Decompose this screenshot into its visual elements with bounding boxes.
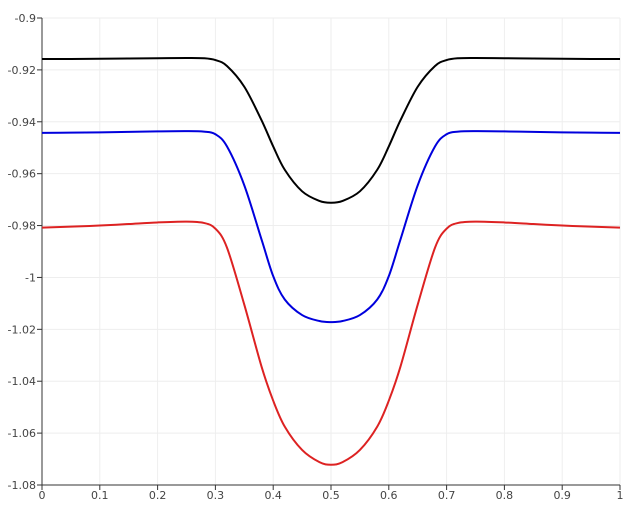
- y-tick-label: -0.92: [8, 64, 36, 77]
- y-tick-label: -0.94: [8, 116, 36, 129]
- x-tick-label: 0.6: [380, 489, 398, 502]
- series-line-2: [41, 130, 621, 324]
- y-tick-label: -1.06: [8, 427, 36, 440]
- x-tick-label: 0.5: [322, 489, 340, 502]
- y-tick-label: -0.98: [8, 220, 36, 233]
- y-tick-label: -1: [25, 271, 36, 284]
- x-tick-label: 0.1: [91, 489, 109, 502]
- x-tick-label: 1: [617, 489, 624, 502]
- series-line-1: [41, 56, 621, 204]
- series-group: [41, 56, 621, 466]
- y-tick-label: -1.02: [8, 323, 36, 336]
- x-tick-label: 0.2: [149, 489, 167, 502]
- x-tick-label: 0.8: [496, 489, 514, 502]
- series-line-3: [41, 220, 621, 466]
- y-tick-label: -1.04: [8, 375, 36, 388]
- x-tick-label: 0.4: [264, 489, 282, 502]
- axes: [37, 17, 621, 490]
- x-tick-label: 0: [39, 489, 46, 502]
- x-tick-label: 0.9: [553, 489, 571, 502]
- y-tick-label: -0.9: [15, 12, 36, 25]
- y-tick-label: -1.08: [8, 479, 36, 492]
- grid: [41, 17, 621, 486]
- y-tick-label: -0.96: [8, 168, 36, 181]
- x-tick-label: 0.3: [207, 489, 225, 502]
- x-tick-label: 0.7: [438, 489, 456, 502]
- tick-labels: 0 0.1 0.2 0.3 0.4 0.5 0.6 0.7 0.8 0.9 1 -0.9 -0.92 -0…: [8, 12, 624, 502]
